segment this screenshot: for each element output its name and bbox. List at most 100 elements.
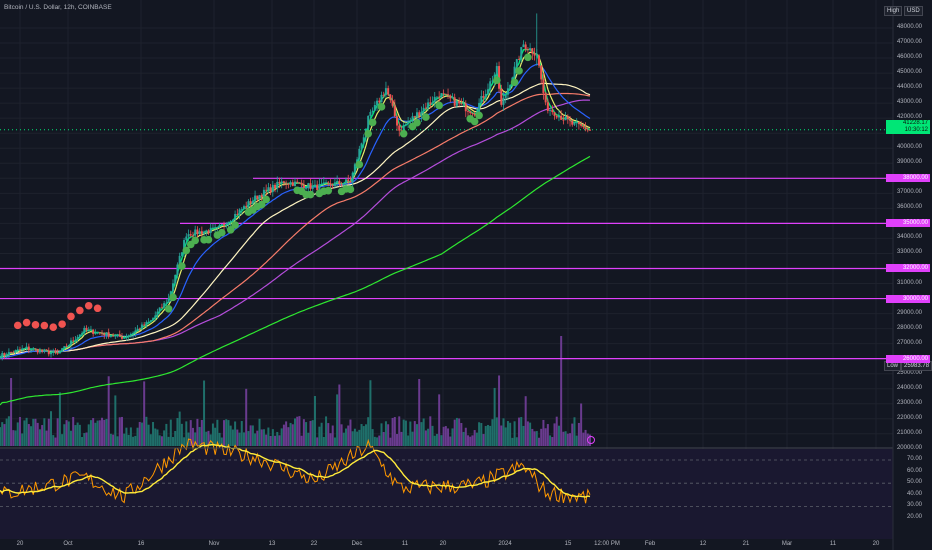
candle-body[interactable] <box>309 183 312 189</box>
candle-body[interactable] <box>353 164 356 173</box>
candle-body[interactable] <box>300 182 303 185</box>
candle-body[interactable] <box>43 349 46 352</box>
candle-body[interactable] <box>373 104 376 111</box>
candle-body[interactable] <box>18 349 21 351</box>
candle-body[interactable] <box>327 182 330 184</box>
candle-body[interactable] <box>52 351 55 353</box>
candle-body[interactable] <box>63 346 66 349</box>
candle-body[interactable] <box>87 329 90 331</box>
candle-body[interactable] <box>138 328 141 330</box>
symbol-title[interactable]: Bitcoin / U.S. Dollar, 12h, COINBASE <box>4 4 112 11</box>
candle-body[interactable] <box>258 195 261 199</box>
candle-body[interactable] <box>134 330 137 333</box>
candle-body[interactable] <box>172 283 175 292</box>
candle-body[interactable] <box>473 114 476 116</box>
candle-body[interactable] <box>531 48 534 54</box>
candle-body[interactable] <box>25 346 28 349</box>
candle-body[interactable] <box>307 183 310 189</box>
candle-body[interactable] <box>103 333 106 336</box>
candle-body[interactable] <box>318 183 321 191</box>
candle-body[interactable] <box>407 121 410 125</box>
candle-body[interactable] <box>440 93 443 98</box>
candle-body[interactable] <box>557 115 560 118</box>
candle-body[interactable] <box>418 112 421 116</box>
candle-body[interactable] <box>238 209 241 215</box>
candle-body[interactable] <box>471 113 474 115</box>
candle-body[interactable] <box>231 219 234 222</box>
candle-body[interactable] <box>462 103 465 105</box>
candle-body[interactable] <box>333 182 336 187</box>
candle-body[interactable] <box>502 97 505 105</box>
candle-body[interactable] <box>529 48 532 50</box>
candle-body[interactable] <box>41 349 44 352</box>
candle-body[interactable] <box>566 116 569 120</box>
candle-body[interactable] <box>464 103 467 112</box>
candle-body[interactable] <box>347 179 350 182</box>
candle-body[interactable] <box>469 111 472 114</box>
candle-body[interactable] <box>34 348 37 350</box>
candle-body[interactable] <box>278 181 281 184</box>
candle-body[interactable] <box>249 201 252 204</box>
candle-body[interactable] <box>444 93 447 95</box>
candle-body[interactable] <box>12 352 15 354</box>
candle-body[interactable] <box>460 103 463 105</box>
candle-body[interactable] <box>223 224 226 226</box>
candle-body[interactable] <box>569 119 572 121</box>
candle-body[interactable] <box>50 352 53 355</box>
candle-body[interactable] <box>325 182 328 184</box>
candle-body[interactable] <box>349 181 352 183</box>
candle-body[interactable] <box>586 129 589 131</box>
candle-body[interactable] <box>240 209 243 211</box>
candle-body[interactable] <box>573 122 576 125</box>
candle-body[interactable] <box>216 226 219 228</box>
candle-body[interactable] <box>427 102 430 109</box>
candle-body[interactable] <box>491 80 494 82</box>
candle-body[interactable] <box>482 96 485 98</box>
candle-body[interactable] <box>140 324 143 330</box>
candle-body[interactable] <box>247 201 250 208</box>
candle-body[interactable] <box>380 94 383 103</box>
candle-body[interactable] <box>500 88 503 105</box>
candle-body[interactable] <box>320 183 323 185</box>
candle-body[interactable] <box>542 79 545 94</box>
candle-body[interactable] <box>96 332 99 334</box>
candle-body[interactable] <box>340 183 343 185</box>
candle-body[interactable] <box>451 97 454 99</box>
candle-body[interactable] <box>393 105 396 117</box>
candle-body[interactable] <box>16 349 19 351</box>
candle-body[interactable] <box>271 184 274 193</box>
candle-body[interactable] <box>560 115 563 120</box>
candle-body[interactable] <box>114 335 117 337</box>
candle-body[interactable] <box>76 337 79 340</box>
candle-body[interactable] <box>245 206 248 208</box>
candle-body[interactable] <box>69 340 72 345</box>
candle-body[interactable] <box>267 187 270 191</box>
candle-body[interactable] <box>376 100 379 105</box>
candle-body[interactable] <box>362 137 365 144</box>
candle-body[interactable] <box>287 183 290 185</box>
candle-body[interactable] <box>433 96 436 103</box>
candle-body[interactable] <box>577 122 580 125</box>
candle-body[interactable] <box>484 94 487 98</box>
candle-body[interactable] <box>92 329 95 334</box>
candle-body[interactable] <box>478 102 481 112</box>
candle-body[interactable] <box>127 335 130 338</box>
candle-body[interactable] <box>105 332 108 336</box>
candle-body[interactable] <box>200 231 203 234</box>
candle-body[interactable] <box>540 65 543 80</box>
candle-body[interactable] <box>509 85 512 89</box>
candle-body[interactable] <box>225 225 228 226</box>
candle-body[interactable] <box>413 116 416 118</box>
candle-body[interactable] <box>47 350 50 355</box>
candle-body[interactable] <box>254 195 257 201</box>
candle-body[interactable] <box>526 49 529 51</box>
candle-body[interactable] <box>549 109 552 111</box>
candle-body[interactable] <box>120 336 123 339</box>
candle-body[interactable] <box>351 172 354 183</box>
candle-body[interactable] <box>3 353 6 356</box>
candle-body[interactable] <box>196 229 199 235</box>
candle-body[interactable] <box>205 230 208 232</box>
candle-body[interactable] <box>45 349 48 351</box>
candle-body[interactable] <box>342 183 345 185</box>
candle-body[interactable] <box>387 88 390 95</box>
